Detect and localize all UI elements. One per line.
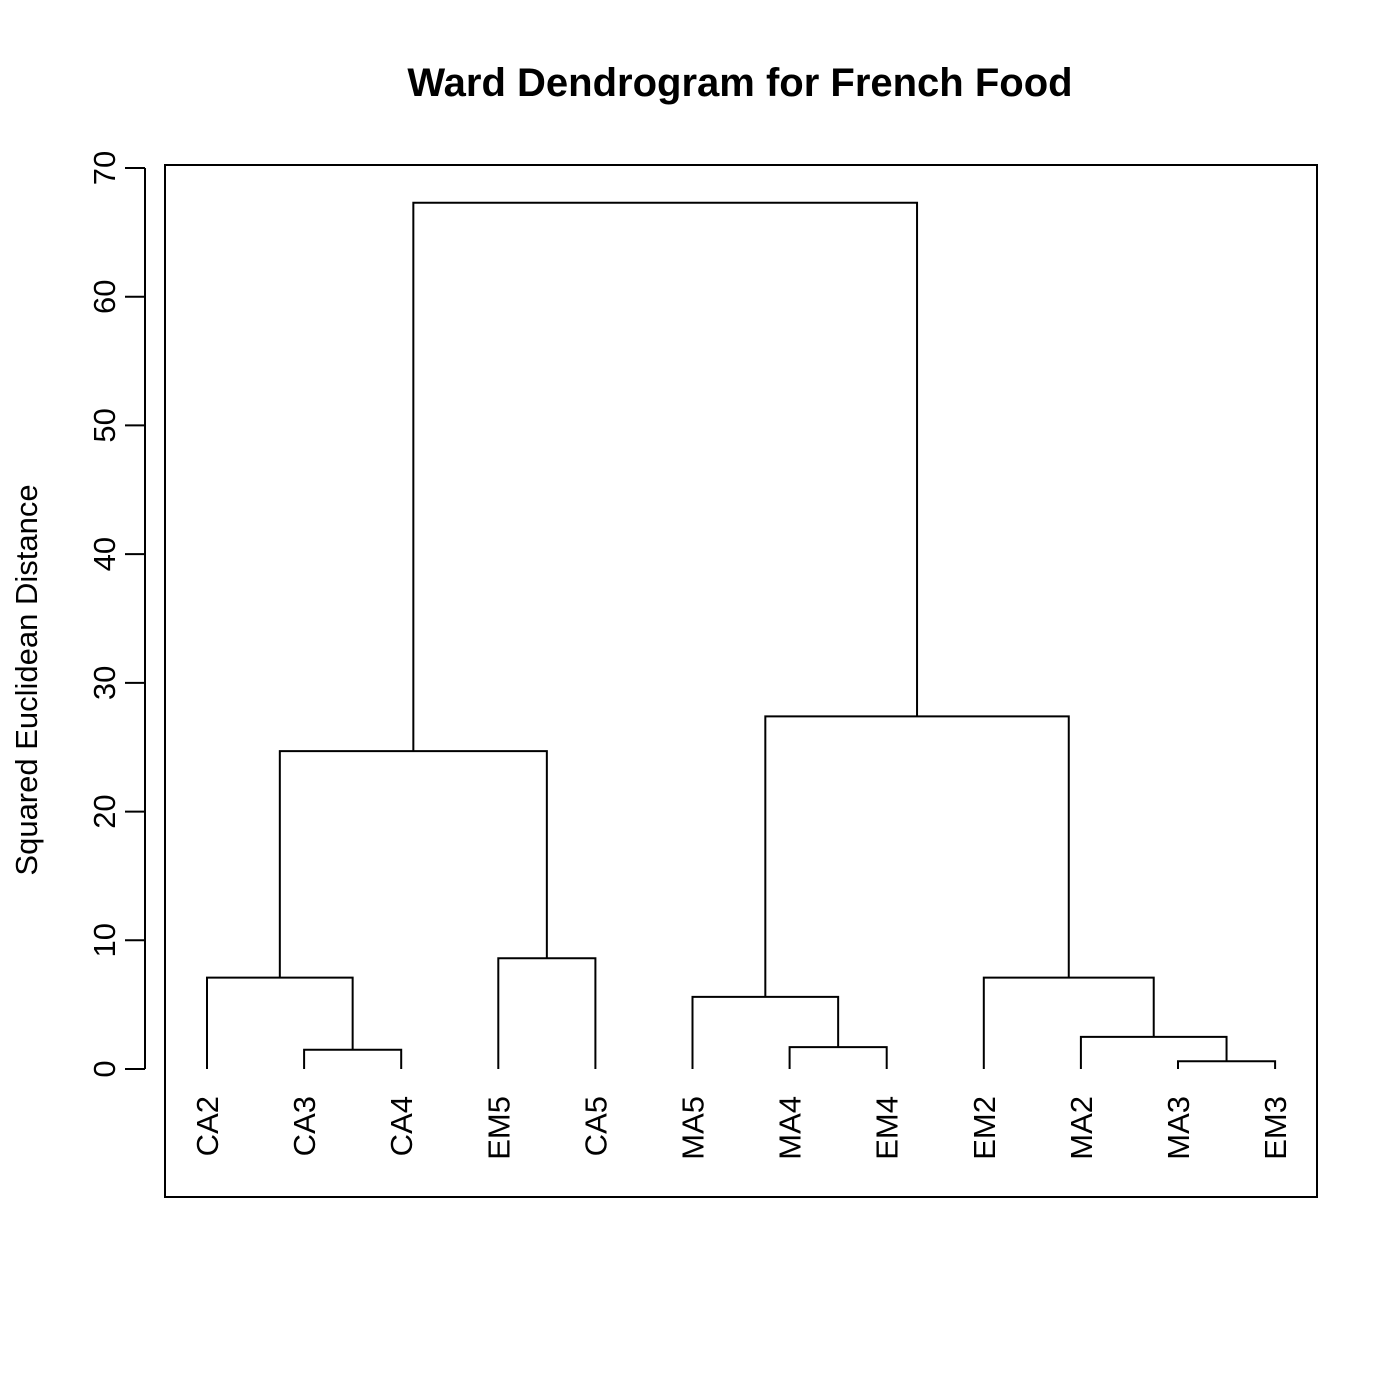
leaf-label: CA2 [190,1096,225,1156]
leaf-label: EM5 [481,1096,516,1160]
dendrogram-link [303,1048,403,1069]
leaf-label: MA3 [1161,1096,1196,1160]
dendrogram-link [788,1046,888,1069]
dendrogram-link [1177,1060,1277,1069]
chart-title: Ward Dendrogram for French Food [407,61,1072,105]
y-tick-label: 60 [87,279,122,313]
dendrogram-link [278,750,548,978]
y-axis: 0 10 20 30 40 50 60 70 [87,151,146,1078]
leaf-label: EM2 [967,1096,1002,1160]
dendrogram-link [691,995,840,1069]
dendrogram-link [1079,1035,1228,1069]
leaf-label: CA3 [287,1096,322,1156]
dendrogram-links [206,201,1277,1069]
leaf-label: EM3 [1258,1096,1293,1160]
dendrogram-link [982,976,1155,1069]
leaf-label: CA5 [578,1096,613,1156]
y-tick-label: 0 [87,1060,122,1077]
dendrogram-link [764,715,1070,997]
leaf-labels: CA2 CA3 CA4 EM5 CA5 MA5 MA4 EM4 EM2 MA2 MA3 EM3 [190,1096,1293,1160]
leaf-label: CA4 [384,1096,419,1156]
y-tick-label: 40 [87,537,122,571]
plot-frame [164,164,1318,1198]
y-tick-label: 70 [87,151,122,185]
y-tick-label: 50 [87,408,122,442]
dendrogram-link [497,957,597,1069]
leaf-label: MA4 [773,1096,808,1160]
leaf-label: MA5 [676,1096,711,1160]
leaf-label: MA2 [1064,1096,1099,1160]
y-tick-label: 10 [87,923,122,957]
y-tick-label: 30 [87,666,122,700]
dendrogram-link [206,976,354,1069]
dendrogram-link [412,201,919,752]
leaf-label: EM4 [870,1096,905,1160]
y-axis-label: Squared Euclidean Distance [9,484,44,875]
y-tick-label: 20 [87,794,122,828]
